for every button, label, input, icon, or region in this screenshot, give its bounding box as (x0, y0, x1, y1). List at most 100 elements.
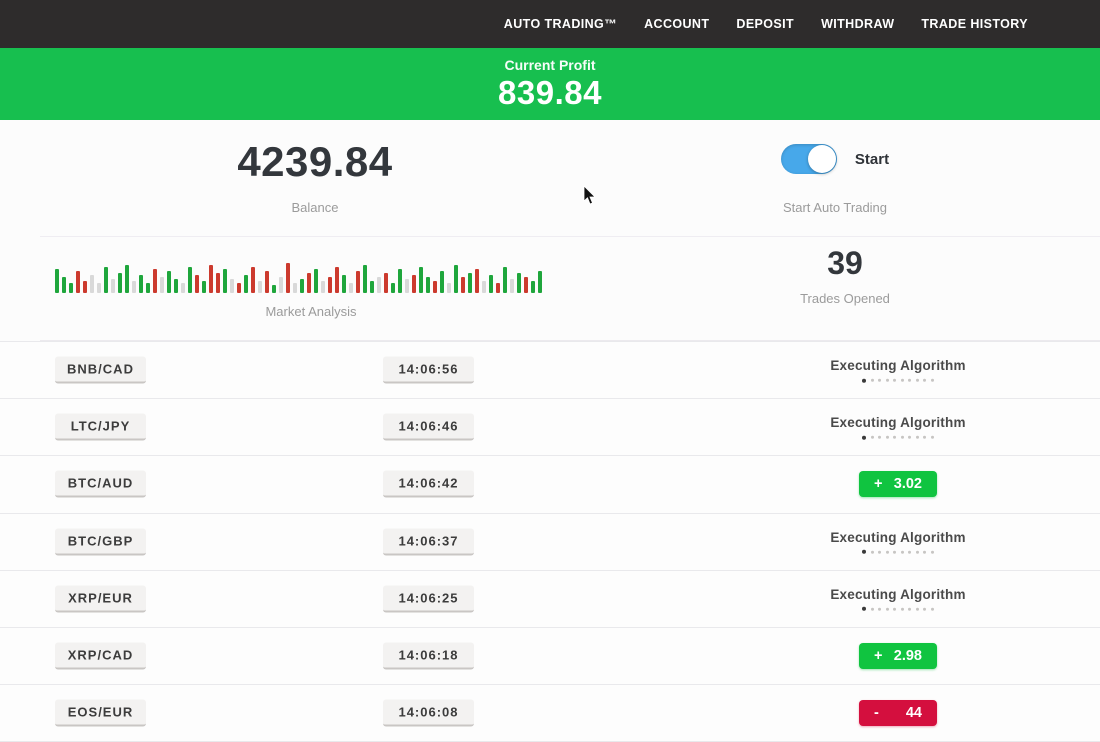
progress-dots (830, 549, 965, 554)
progress-dots (830, 435, 965, 440)
table-row: BTC/GBP 14:06:37 Executing Algorithm (0, 513, 1100, 571)
trade-status: +3.02 (798, 471, 998, 498)
market-bar (503, 267, 507, 293)
market-bar (314, 269, 318, 293)
progress-dot-icon (885, 436, 889, 440)
market-section: Market Analysis 39 Trades Opened (0, 237, 1100, 341)
market-bar (167, 271, 171, 293)
market-bar (251, 267, 255, 293)
market-bar (356, 271, 360, 293)
progress-dot-icon (915, 436, 919, 440)
progress-dot-icon (915, 378, 919, 382)
auto-trading-toggle[interactable] (780, 144, 837, 174)
progress-dot-icon (885, 607, 889, 611)
progress-dot-icon (893, 436, 897, 440)
market-bar (83, 281, 87, 293)
market-bar (405, 279, 409, 293)
progress-dot-icon (923, 607, 927, 611)
progress-dot-icon (870, 378, 874, 382)
market-bar (244, 275, 248, 293)
pair-chip[interactable]: XRP/EUR (55, 585, 146, 613)
progress-dot-icon (878, 607, 882, 611)
market-bar (349, 283, 353, 293)
table-row: BNB/CAD 14:06:56 Executing Algorithm (0, 342, 1100, 400)
pair-chip[interactable]: BNB/CAD (55, 356, 146, 384)
progress-dot-icon (930, 436, 934, 440)
market-analysis-block: Market Analysis (55, 259, 567, 319)
market-bar (377, 277, 381, 293)
result-sign: + (874, 476, 883, 493)
pair-chip[interactable]: XRP/CAD (55, 642, 146, 670)
market-bar (426, 277, 430, 293)
nav-item-trade-history[interactable]: TRADE HISTORY (921, 17, 1028, 31)
market-bar (90, 275, 94, 293)
market-bar (447, 283, 451, 293)
progress-dot-icon (878, 550, 882, 554)
progress-dot-icon (870, 436, 874, 440)
market-bar (335, 267, 339, 293)
market-bar (300, 279, 304, 293)
market-bar (230, 279, 234, 293)
market-bar (55, 269, 59, 293)
time-chip: 14:06:25 (383, 585, 474, 613)
market-bar (433, 281, 437, 293)
time-chip: 14:06:18 (383, 642, 474, 670)
market-bar (265, 271, 269, 293)
toggle-knob-icon (807, 145, 836, 173)
market-bar (328, 277, 332, 293)
market-bar (363, 265, 367, 293)
market-bar (125, 265, 129, 293)
time-chip: 14:06:42 (383, 470, 474, 498)
pair-chip[interactable]: LTC/JPY (55, 413, 146, 441)
table-row: EOS/EUR 14:06:08 - 44 (0, 685, 1100, 742)
progress-dot-icon (930, 607, 934, 611)
progress-dot-icon (900, 607, 904, 611)
market-bar (531, 281, 535, 293)
progress-dot-icon (900, 436, 904, 440)
market-bar (139, 275, 143, 293)
progress-dot-icon (915, 607, 919, 611)
market-bar (454, 265, 458, 293)
market-bar (174, 279, 178, 293)
market-bar (412, 275, 416, 293)
pair-chip[interactable]: BTC/AUD (55, 470, 146, 498)
executing-status: Executing Algorithm (830, 358, 965, 383)
table-row: BTC/AUD 14:06:42 +3.02 (0, 456, 1100, 514)
result-badge: +3.02 (859, 471, 937, 498)
executing-label: Executing Algorithm (830, 357, 966, 373)
progress-dot-icon (870, 550, 874, 554)
time-chip: 14:06:08 (383, 699, 474, 727)
market-bar (419, 267, 423, 293)
progress-dot-icon (930, 550, 934, 554)
nav-item-deposit[interactable]: DEPOSIT (736, 17, 795, 31)
market-bar (223, 269, 227, 293)
market-bar (188, 267, 192, 293)
progress-dots (830, 378, 965, 383)
market-bar (398, 269, 402, 293)
trade-status: Executing Algorithm (798, 358, 998, 383)
pair-chip[interactable]: EOS/EUR (55, 699, 146, 727)
market-bar (384, 273, 388, 293)
market-bar (216, 273, 220, 293)
nav-item-auto-trading[interactable]: AUTO TRADING™ (503, 17, 618, 31)
current-profit-value: 839.84 (498, 73, 602, 111)
market-bar (69, 283, 73, 293)
balance-label: Balance (291, 200, 339, 215)
market-bar (342, 275, 346, 293)
result-sign: - (874, 705, 879, 722)
pair-chip[interactable]: BTC/GBP (55, 528, 146, 556)
nav-item-withdraw[interactable]: WITHDRAW (821, 17, 895, 31)
nav-item-account[interactable]: ACCOUNT (644, 17, 710, 31)
progress-dot-icon (908, 378, 912, 382)
table-row: LTC/JPY 14:06:46 Executing Algorithm (0, 399, 1100, 457)
market-bar (279, 277, 283, 293)
progress-dot-icon (878, 436, 882, 440)
market-bar (370, 281, 374, 293)
executing-label: Executing Algorithm (830, 415, 966, 431)
market-bar (111, 279, 115, 293)
market-bar (104, 267, 108, 293)
market-bar (195, 275, 199, 293)
market-bar (293, 283, 297, 293)
progress-dot-icon (878, 378, 882, 382)
trade-status: - 44 (798, 700, 998, 727)
